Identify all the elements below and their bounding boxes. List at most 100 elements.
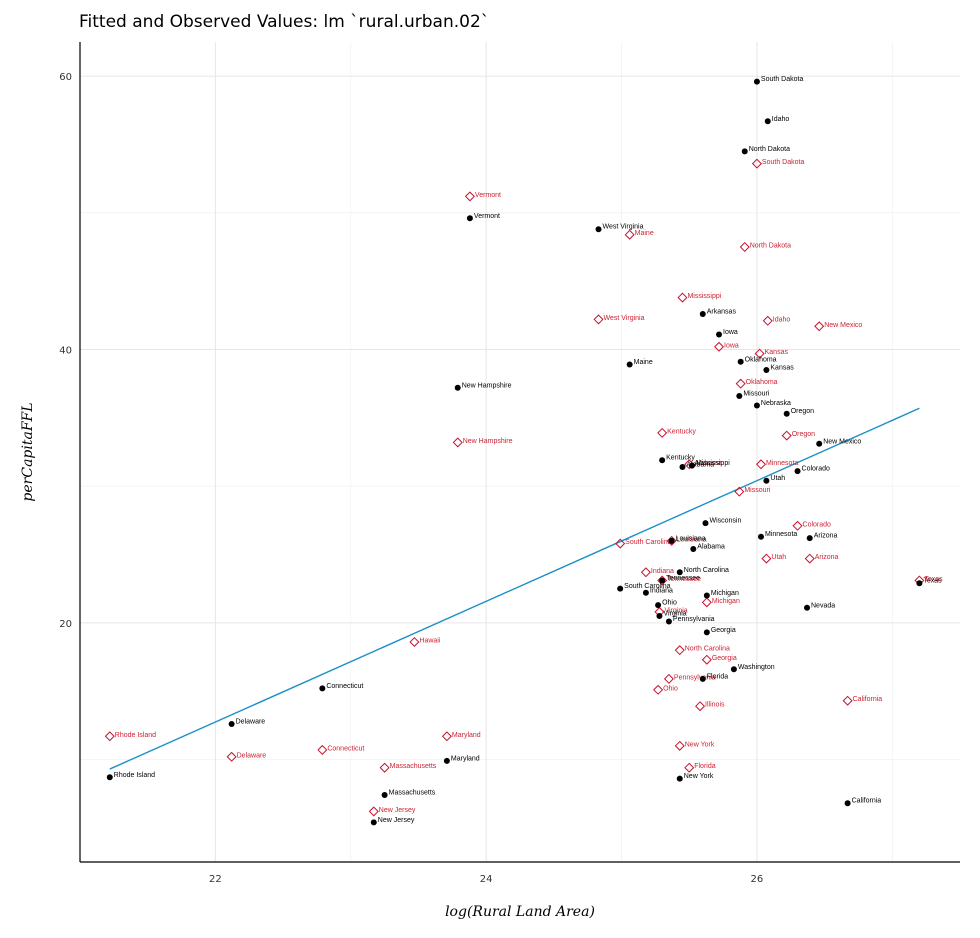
x-tick-label-24: 24 [480, 874, 493, 885]
observed-label-6: Iowa [723, 329, 738, 336]
observed-point-44 [370, 819, 377, 826]
observed-label-32: Virginia [663, 611, 686, 618]
fitted-point-12 [657, 427, 668, 438]
fitted-label-11: New Hampshire [463, 438, 513, 445]
fitted-label-9: Kansas [765, 349, 789, 356]
observed-point-38 [228, 720, 235, 727]
grid-lines [80, 42, 960, 862]
observed-point-29 [703, 592, 710, 599]
fitted-point-32 [695, 701, 706, 712]
observed-label-12: Nebraska [761, 400, 791, 407]
fitted-label-30: Pennsylvania [674, 674, 716, 681]
fitted-label-29: Georgia [712, 655, 737, 662]
fitted-point-34 [104, 731, 115, 742]
observed-label-36: Florida [707, 673, 729, 680]
observed-label-21: Minnesota [765, 531, 797, 538]
fitted-point-1 [464, 191, 475, 202]
observed-label-42: New York [684, 773, 714, 780]
observed-point-3 [466, 215, 473, 222]
fitted-point-37 [226, 751, 237, 762]
observed-label-35: Washington [738, 664, 775, 671]
fitted-point-17 [792, 520, 803, 531]
observed-point-40 [106, 774, 113, 781]
y-axis-title: perCapitaFFL [20, 402, 36, 501]
fitted-label-31: Ohio [663, 685, 678, 692]
fitted-point-6 [762, 315, 773, 326]
observed-point-15 [659, 457, 666, 464]
observed-point-6 [716, 331, 723, 338]
fitted-label-14: Alabama [694, 460, 722, 467]
observed-label-25: North Carolina [684, 567, 729, 574]
fitted-label-15: Minnesota [766, 460, 798, 467]
fitted-point-27 [409, 636, 420, 647]
observed-label-4: West Virginia [603, 224, 644, 231]
regression-line-layer [109, 407, 920, 770]
observed-point-31 [804, 604, 811, 611]
observed-label-5: Arkansas [707, 308, 737, 315]
observed-label-1: Idaho [772, 116, 790, 123]
fitted-point-15 [755, 459, 766, 470]
observed-point-1 [764, 118, 771, 125]
fitted-point-38 [674, 740, 685, 751]
fitted-point-28 [674, 645, 685, 656]
y-tick-label-20: 20 [59, 619, 72, 630]
observed-label-16: Alabama [686, 462, 714, 469]
observed-point-12 [753, 402, 760, 409]
fitted-label-12: Kentucky [667, 428, 696, 435]
observed-point-35 [730, 666, 737, 673]
observed-label-18: Colorado [802, 466, 831, 473]
observed-point-13 [783, 410, 790, 417]
observed-label-28: Indiana [650, 587, 673, 594]
fitted-label-0: South Dakota [762, 159, 805, 166]
fitted-point-31 [653, 684, 664, 695]
fitted-label-22: Indiana [651, 568, 674, 575]
fitted-point-10 [735, 378, 746, 389]
fitted-label-25: Virginia [664, 607, 687, 614]
observed-point-36 [699, 675, 706, 682]
fitted-series: South Dakota Vermont Maine North Dakota Miss… [104, 158, 943, 817]
fitted-point-4 [677, 292, 688, 303]
observed-point-37 [319, 685, 326, 692]
observed-point-18 [794, 468, 801, 475]
observed-label-45: Texas [923, 578, 942, 585]
observed-point-9 [763, 367, 770, 373]
fitted-label-27: Hawaii [419, 637, 440, 644]
fitted-point-29 [701, 654, 712, 665]
fitted-label-32: Illinois [705, 702, 725, 709]
fitted-point-39 [379, 762, 390, 773]
observed-point-23 [668, 537, 675, 544]
observed-point-14 [816, 440, 823, 447]
observed-point-8 [737, 358, 744, 365]
observed-label-31: Nevada [811, 602, 835, 609]
observed-label-22: Arizona [814, 533, 838, 540]
fitted-label-33: California [853, 696, 883, 703]
observed-label-14: New Mexico [823, 438, 861, 445]
observed-label-33: Pennsylvania [673, 616, 715, 623]
observed-point-11 [736, 392, 743, 399]
fitted-label-10: Oklahoma [746, 379, 778, 386]
fitted-point-8 [714, 341, 725, 352]
fitted-label-3: North Dakota [750, 243, 791, 250]
observed-label-34: Georgia [711, 627, 736, 634]
observed-point-26 [659, 577, 666, 584]
observed-point-30 [655, 602, 662, 609]
observed-point-33 [665, 618, 672, 625]
observed-point-0 [753, 78, 760, 85]
fitted-label-35: Maryland [452, 732, 481, 739]
observed-point-45 [916, 580, 923, 587]
observed-point-43 [844, 800, 851, 807]
observed-label-30: Ohio [662, 600, 677, 607]
fitted-point-18 [615, 538, 626, 549]
observed-point-24 [690, 546, 697, 553]
observed-point-5 [699, 310, 706, 317]
observed-label-29: Michigan [711, 590, 739, 597]
observed-label-13: Oregon [791, 408, 814, 415]
observed-label-0: South Dakota [761, 76, 804, 83]
observed-label-41: Massachusetts [389, 790, 436, 797]
observed-label-9: Kansas [770, 365, 794, 372]
x-tick-label-22: 22 [209, 874, 222, 885]
observed-point-4 [595, 226, 602, 233]
fitted-label-7: New Mexico [824, 322, 862, 329]
observed-point-17 [688, 462, 695, 469]
